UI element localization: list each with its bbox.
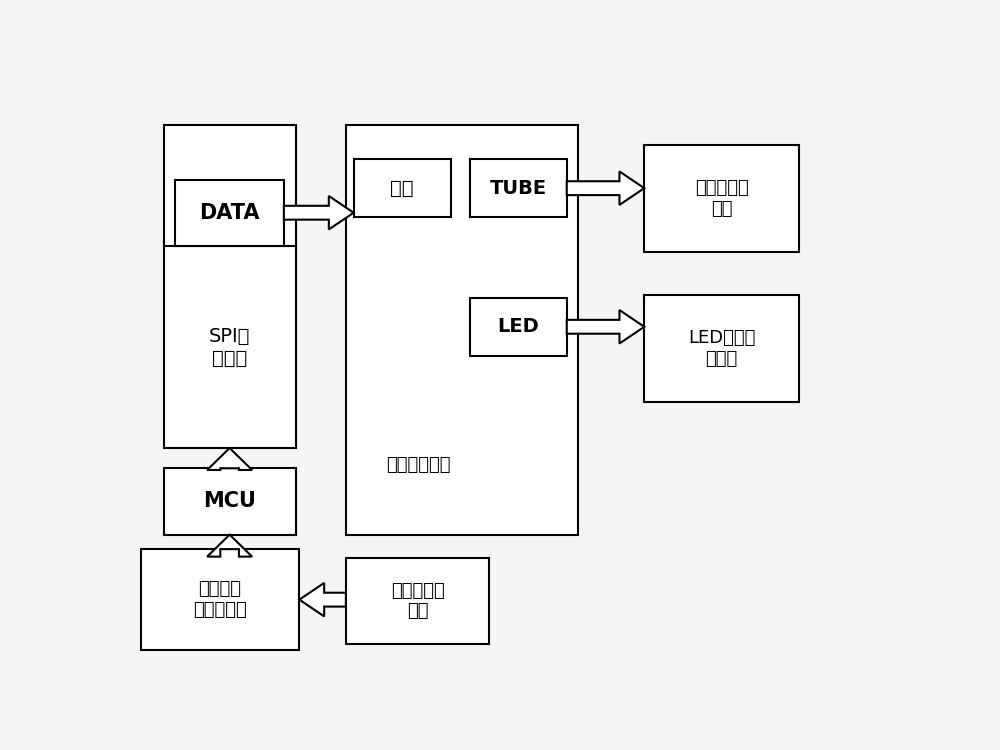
- Bar: [164, 468, 296, 535]
- Text: TUBE: TUBE: [490, 178, 547, 198]
- Bar: [346, 558, 489, 644]
- Text: DATA: DATA: [199, 202, 260, 223]
- Bar: [470, 298, 567, 356]
- Text: MCU: MCU: [203, 491, 256, 512]
- Text: LED: LED: [497, 317, 539, 336]
- Polygon shape: [567, 310, 644, 344]
- Text: 编码器信
号处理模块: 编码器信 号处理模块: [193, 580, 247, 619]
- Text: 指令: 指令: [390, 178, 414, 198]
- Bar: [140, 549, 299, 650]
- Polygon shape: [567, 172, 644, 205]
- Bar: [470, 159, 567, 217]
- Polygon shape: [207, 448, 252, 470]
- Text: LED闪烁控
制模块: LED闪烁控 制模块: [688, 329, 755, 368]
- Text: 指令译码模块: 指令译码模块: [386, 456, 450, 475]
- Bar: [644, 145, 799, 252]
- Text: SPI接
口模块: SPI接 口模块: [209, 326, 250, 368]
- Bar: [644, 295, 799, 402]
- Text: 数码管控制
模块: 数码管控制 模块: [695, 179, 749, 218]
- Bar: [175, 179, 284, 246]
- Text: 正交编码器
输入: 正交编码器 输入: [391, 582, 444, 620]
- Bar: [164, 124, 296, 448]
- Bar: [346, 124, 578, 535]
- Polygon shape: [284, 196, 354, 230]
- Polygon shape: [299, 583, 346, 616]
- Bar: [354, 159, 450, 217]
- Polygon shape: [207, 535, 252, 556]
